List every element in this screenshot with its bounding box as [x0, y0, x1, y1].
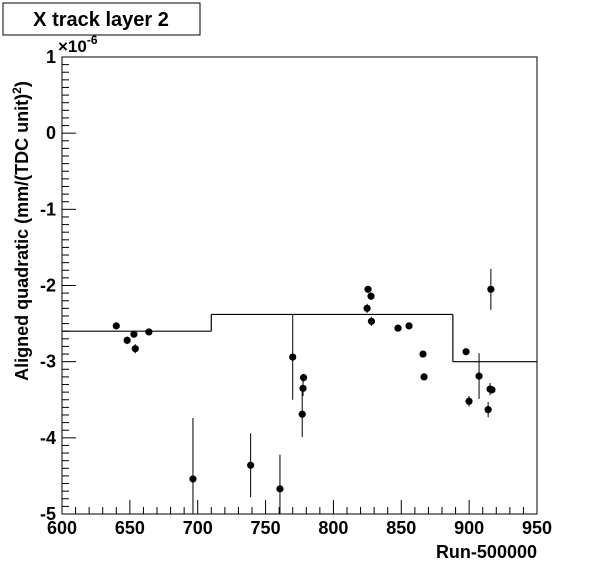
data-point — [299, 384, 307, 392]
y-tick-label: 0 — [46, 123, 56, 143]
x-tick-label: 750 — [251, 518, 281, 538]
multiplier-base: ×10 — [58, 37, 87, 56]
y-label-end: ) — [12, 81, 32, 87]
data-point — [367, 292, 375, 300]
data-point — [145, 328, 153, 336]
data-point — [364, 285, 372, 293]
data-point — [367, 317, 376, 325]
x-tick-label: 950 — [522, 518, 552, 538]
data-point — [419, 350, 427, 358]
data-point — [299, 374, 308, 382]
data-point — [289, 353, 297, 361]
y-tick-label: -5 — [40, 504, 56, 524]
multiplier-exponent: -6 — [87, 33, 98, 47]
data-point — [420, 373, 428, 381]
data-point — [298, 410, 306, 418]
data-point — [394, 324, 402, 332]
y-label-sup: 2 — [10, 87, 24, 94]
x-tick-label: 900 — [454, 518, 484, 538]
plot-frame — [61, 56, 538, 515]
data-point — [465, 397, 473, 405]
x-tick-label: 800 — [318, 518, 348, 538]
data-point — [484, 406, 492, 414]
data-point — [405, 322, 413, 330]
data-point — [189, 475, 197, 483]
axis-multiplier: ×10-6 — [58, 33, 98, 56]
title-box — [2, 2, 201, 36]
data-point — [475, 372, 483, 380]
data-point — [131, 345, 139, 353]
plot-area — [62, 268, 537, 514]
data-point — [112, 322, 120, 330]
x-tick-label: 700 — [183, 518, 213, 538]
y-tick-label: -2 — [40, 276, 56, 296]
x-axis-label: Run-500000 — [436, 542, 537, 562]
data-point — [123, 336, 131, 344]
x-tick-label: 850 — [386, 518, 416, 538]
x-tick-label: 650 — [115, 518, 145, 538]
y-tick-label: 1 — [46, 47, 56, 67]
y-tick-label: -1 — [40, 199, 56, 219]
y-axis-label: Aligned quadratic (mm/(TDC unit)2) — [10, 81, 32, 381]
data-point — [462, 348, 470, 356]
data-point — [276, 485, 284, 493]
data-point — [130, 330, 138, 338]
y-tick-label: -3 — [40, 352, 56, 372]
data-point — [363, 304, 371, 312]
chart-title: X track layer 2 — [33, 9, 169, 31]
y-tick-label: -4 — [40, 428, 56, 448]
x-tick-label: 600 — [47, 518, 77, 538]
data-point — [488, 386, 496, 394]
data-point — [487, 285, 495, 293]
data-point — [247, 461, 255, 469]
y-label-text: Aligned quadratic (mm/(TDC unit) — [12, 94, 32, 381]
